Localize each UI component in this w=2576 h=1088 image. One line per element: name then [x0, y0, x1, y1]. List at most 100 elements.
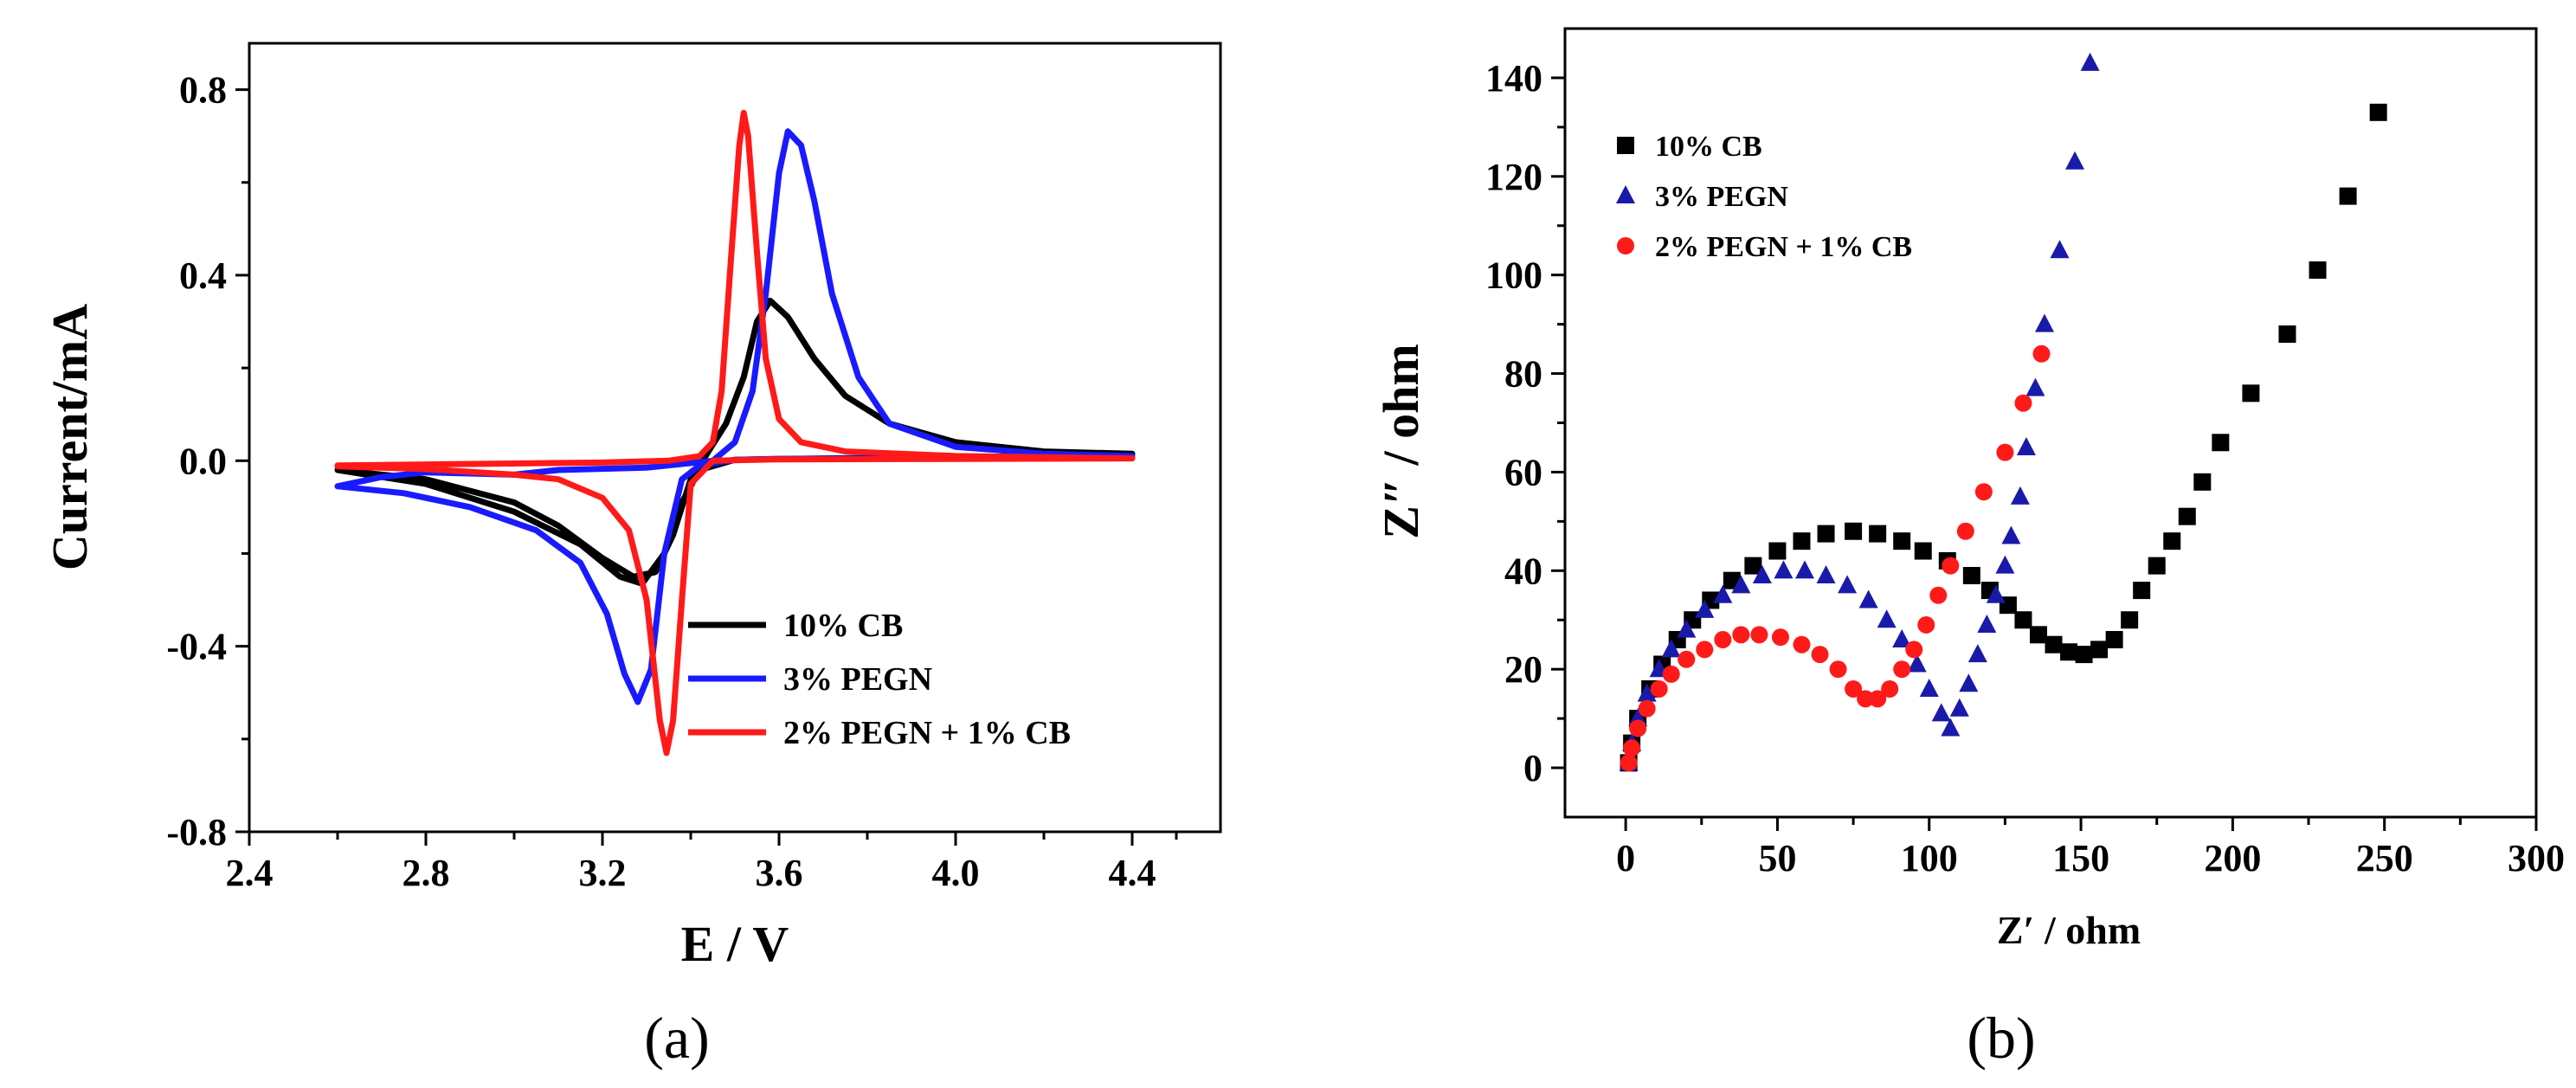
chart-b-xlabel: Z′ / ohm: [1997, 908, 2141, 952]
chart-b-point: [2369, 103, 2387, 121]
b-xtick-label: 0: [1616, 837, 1635, 879]
a-ytick-label: -0.8: [166, 811, 227, 853]
chart-b-point: [2029, 626, 2047, 644]
chart-a-ylabel: Current/mA: [42, 304, 98, 570]
b-xtick-label: 100: [1901, 837, 1958, 879]
a-ytick-label: 0.8: [179, 69, 227, 112]
chart-b-point: [1623, 739, 1641, 757]
chart-b-point: [2178, 507, 2196, 525]
chart-b-point: [1892, 629, 1912, 648]
chart-b-point: [1662, 665, 1680, 683]
chart-b-point: [1620, 754, 1638, 772]
chart-b-point: [1917, 615, 1935, 634]
chart-a-xlabel: E / V: [681, 916, 789, 972]
a-xtick-label: 2.8: [402, 852, 450, 894]
b-ytick-label: 60: [1504, 451, 1542, 493]
b-ytick-label: 40: [1504, 550, 1542, 592]
chart-b-series-0: [1620, 103, 2387, 772]
chart-b-legend-label: 10% CB: [1655, 131, 1762, 163]
chart-b-point: [2121, 611, 2139, 629]
chart-b-point: [1907, 653, 1927, 673]
chart-b-point: [1714, 631, 1732, 649]
chart-b-point: [2309, 261, 2327, 279]
chart-b-point: [2001, 525, 2021, 544]
chart-b-point: [2045, 635, 2063, 653]
chart-b-point: [2065, 151, 2085, 170]
chart-b-point: [1731, 575, 1751, 594]
chart-a-legend-label: 2% PEGN + 1% CB: [783, 715, 1071, 751]
chart-b: 0 50 100 150 200 250 300 0 20 40 60 80 100 120 140 Z′…: [1373, 27, 2565, 952]
chart-b-point: [1732, 626, 1750, 644]
chart-b-point: [1881, 679, 1899, 698]
chart-b-point: [2090, 641, 2109, 659]
chart-b-point: [1974, 483, 1993, 501]
a-xtick-label: 3.2: [579, 852, 627, 894]
chart-b-series-2: [1620, 344, 2051, 772]
chart-b-point: [2034, 313, 2054, 332]
chart-b-series: [1619, 52, 2387, 772]
b-ytick-label: 80: [1504, 353, 1542, 396]
chart-b-point: [1995, 555, 2015, 574]
chart-b-point: [1771, 628, 1789, 647]
chart-b-point: [2060, 643, 2078, 661]
panel-label-b: (b): [1967, 1005, 2035, 1071]
b-xtick-label: 150: [2052, 837, 2109, 879]
chart-b-point: [1838, 575, 1858, 594]
chart-b-point: [2212, 434, 2230, 452]
chart-b-point: [1959, 673, 1979, 692]
chart-b-point: [1768, 542, 1787, 560]
chart-b-point: [1942, 557, 1960, 575]
chart-b-point: [1816, 565, 1836, 584]
chart-b-point: [1857, 690, 1875, 708]
chart-b-point: [2148, 557, 2166, 575]
chart-b-point: [1750, 626, 1768, 644]
chart-a-series: [334, 109, 1136, 756]
chart-b-point: [1893, 660, 1911, 679]
chart-b-legend-marker: [1617, 237, 1634, 254]
b-xtick-label: 200: [2204, 837, 2261, 879]
chart-b-point: [1650, 679, 1668, 698]
chart-b-point: [1941, 718, 1961, 737]
b-ytick-label: 20: [1504, 648, 1542, 691]
chart-a-frame: [248, 42, 1222, 834]
chart-b-point: [1661, 639, 1681, 658]
chart-b-legend-label: 2% PEGN + 1% CB: [1655, 231, 1912, 263]
a-ytick-label: -0.4: [166, 626, 227, 668]
chart-b-point: [1637, 683, 1657, 702]
b-ytick-label: 100: [1485, 254, 1542, 297]
chart-b-point: [2014, 394, 2032, 412]
chart-b-point: [1817, 525, 1835, 543]
chart-b-point: [2133, 582, 2151, 600]
chart-b-point: [1929, 586, 1948, 604]
chart-b-point: [1905, 641, 1923, 659]
chart-b-point: [1752, 565, 1772, 584]
chart-b-point: [2050, 240, 2070, 259]
chart-a-line-2: [334, 109, 1136, 756]
a-xtick-label: 3.6: [756, 852, 803, 894]
chart-b-point: [1793, 532, 1811, 550]
chart-b-point: [1893, 532, 1911, 550]
chart-b-point: [1793, 635, 1811, 653]
chart-b-point: [1967, 644, 1987, 663]
chart-b-point: [1829, 660, 1847, 679]
chart-b-point: [1696, 641, 1714, 659]
chart-b-point: [1962, 567, 1980, 585]
chart-b-legend-marker: [1617, 137, 1634, 154]
chart-b-ylabel: Z″ / ohm: [1373, 344, 1429, 538]
a-xtick-label: 2.4: [226, 852, 274, 894]
a-xtick-label: 4.0: [932, 852, 980, 894]
chart-b-point: [1845, 522, 1863, 540]
chart-b-legend: 10% CB 3% PEGN 2% PEGN + 1% CB: [1616, 131, 1912, 263]
chart-b-point: [1744, 557, 1762, 575]
chart-b-point: [2080, 52, 2100, 71]
chart-b-point: [1638, 699, 1656, 718]
chart-b-point: [1629, 719, 1647, 737]
chart-b-point: [2105, 631, 2123, 649]
a-ytick-label: 0.0: [179, 440, 227, 482]
chart-a: 2.4 2.8 3.2 3.6 4.0 4.4 -0.8 -0.4 0.0 0.4 0.8 E /…: [42, 42, 1222, 972]
b-ytick-label: 0: [1523, 747, 1542, 789]
a-ytick-label: 0.4: [179, 254, 227, 297]
b-xtick-label: 50: [1758, 837, 1796, 879]
chart-b-point: [1811, 646, 1829, 664]
chart-a-legend-label: 10% CB: [783, 608, 903, 644]
